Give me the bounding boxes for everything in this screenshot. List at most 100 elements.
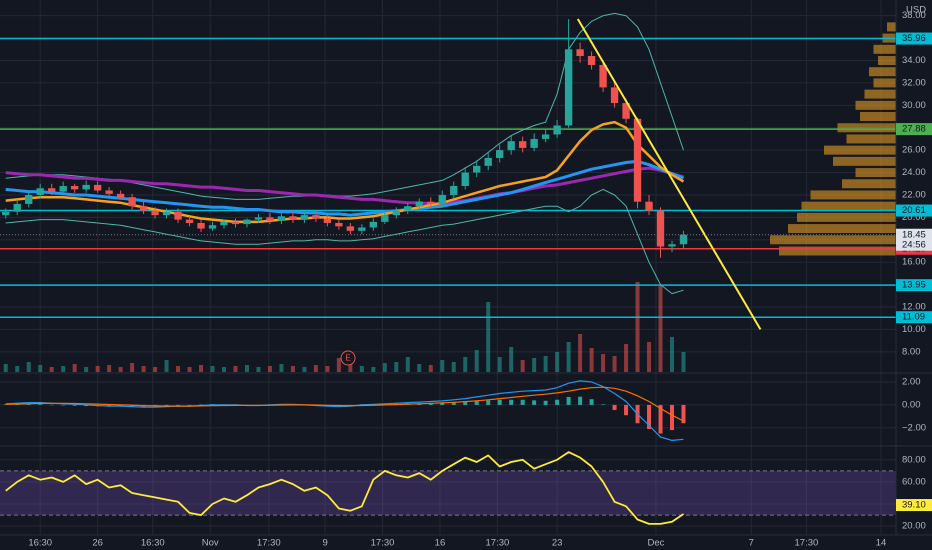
x-tick-label: 16: [435, 538, 446, 549]
axes: USD 8.0010.0012.0014.0016.0018.0020.0022…: [28, 5, 932, 549]
volume-bar: [440, 360, 445, 372]
candle-body: [13, 203, 21, 212]
candle-body: [496, 150, 504, 158]
volume-bar: [279, 364, 284, 372]
volume-bar: [578, 334, 583, 372]
volume-bar: [635, 282, 640, 372]
volume-bar: [141, 366, 146, 372]
volume-bar: [555, 352, 560, 372]
volume-bar: [658, 286, 663, 372]
candle-body: [185, 219, 194, 223]
macd-histogram-bar: [486, 400, 491, 405]
candle-body: [679, 234, 688, 245]
candle-body: [633, 118, 642, 202]
level-label: 27.88: [902, 124, 926, 135]
volume-bar: [302, 367, 307, 372]
candle-body: [415, 201, 423, 207]
volume-bar: [451, 362, 456, 372]
volume-profile-bar: [887, 22, 896, 32]
candle-body: [220, 221, 228, 226]
volume-bar: [107, 365, 112, 372]
candle-body: [289, 216, 297, 220]
y-tick-label: 38.00: [902, 10, 926, 21]
y-tick-label: 80.00: [902, 454, 926, 465]
volume-bar: [325, 366, 330, 372]
volume-bar: [256, 367, 261, 372]
candle-body: [587, 56, 596, 65]
volume-profile-bar: [873, 78, 896, 88]
candle-body: [174, 211, 182, 220]
candle-body: [2, 211, 10, 216]
candle-body: [116, 193, 125, 198]
level-label: 13.95: [902, 280, 926, 291]
candle-body: [254, 217, 263, 220]
volume-bar: [532, 358, 537, 372]
macd-histogram-bar: [589, 399, 594, 405]
x-tick-label: 17:30: [486, 538, 510, 549]
candle-body: [358, 227, 366, 231]
volume-bar: [474, 350, 479, 372]
volume-bar: [612, 356, 617, 372]
candle-body: [392, 210, 400, 216]
candle-body: [151, 210, 159, 216]
volume-bar: [164, 360, 169, 372]
macd-histogram-bar: [578, 396, 583, 405]
candle-body: [553, 125, 561, 135]
volume-bar: [118, 367, 123, 372]
level-tag: [896, 123, 932, 136]
macd-histogram-bar: [72, 404, 77, 406]
volume-bar: [38, 365, 43, 372]
rsi-label: 39.10: [902, 500, 926, 511]
volume-profile-bar: [824, 145, 896, 155]
macd-histogram-bar: [612, 404, 617, 411]
volume-bar: [130, 363, 135, 372]
x-tick-label: 17:30: [371, 538, 395, 549]
candle-body: [93, 184, 102, 191]
macd-histogram-bar: [624, 404, 629, 416]
candle-body: [369, 221, 378, 228]
candle-body: [231, 221, 240, 225]
volume-bar: [589, 348, 594, 372]
volume-bar: [84, 367, 89, 372]
plot: E: [0, 12, 896, 525]
candle-body: [197, 222, 205, 229]
macd-histogram-bar: [670, 404, 674, 431]
event-label: E: [345, 354, 350, 363]
volume-bar: [624, 344, 629, 372]
x-tick-label: Dec: [647, 538, 664, 549]
x-tick-label: 16:30: [141, 538, 165, 549]
candle-body: [323, 218, 332, 223]
volume-profile-bar: [770, 235, 896, 245]
rsi-tag: [896, 499, 932, 512]
macd-histogram-bar: [681, 404, 686, 424]
candle-body: [48, 188, 56, 192]
trendline: [576, 18, 762, 330]
volume-bar: [359, 366, 364, 372]
x-tick-label: Nov: [202, 538, 219, 549]
level-label: 20.61: [902, 205, 926, 216]
candle-body: [208, 225, 217, 229]
volume-bar: [348, 364, 353, 372]
volume-bar: [566, 342, 571, 372]
rsi-line: [5, 451, 685, 525]
volume-profile-bar: [855, 100, 896, 110]
candle-body: [105, 190, 113, 194]
candle-body: [243, 219, 251, 225]
currency: USD: [906, 5, 926, 16]
candle-body: [427, 201, 435, 204]
x-tick-label: 14: [876, 538, 887, 549]
level-tag: [896, 311, 932, 324]
volume-profile-bar: [860, 112, 896, 122]
y-tick-label: 12.00: [902, 302, 926, 313]
candle-body: [312, 215, 320, 219]
macd-histogram-bar: [647, 404, 652, 429]
volume-bar: [394, 362, 399, 372]
macd-histogram-bar: [61, 404, 66, 406]
macd-histogram-bar: [532, 400, 537, 405]
macd-histogram-bar: [474, 401, 479, 405]
candle-body: [346, 226, 355, 231]
volume-bar: [543, 356, 548, 372]
volume-bar: [313, 365, 318, 372]
